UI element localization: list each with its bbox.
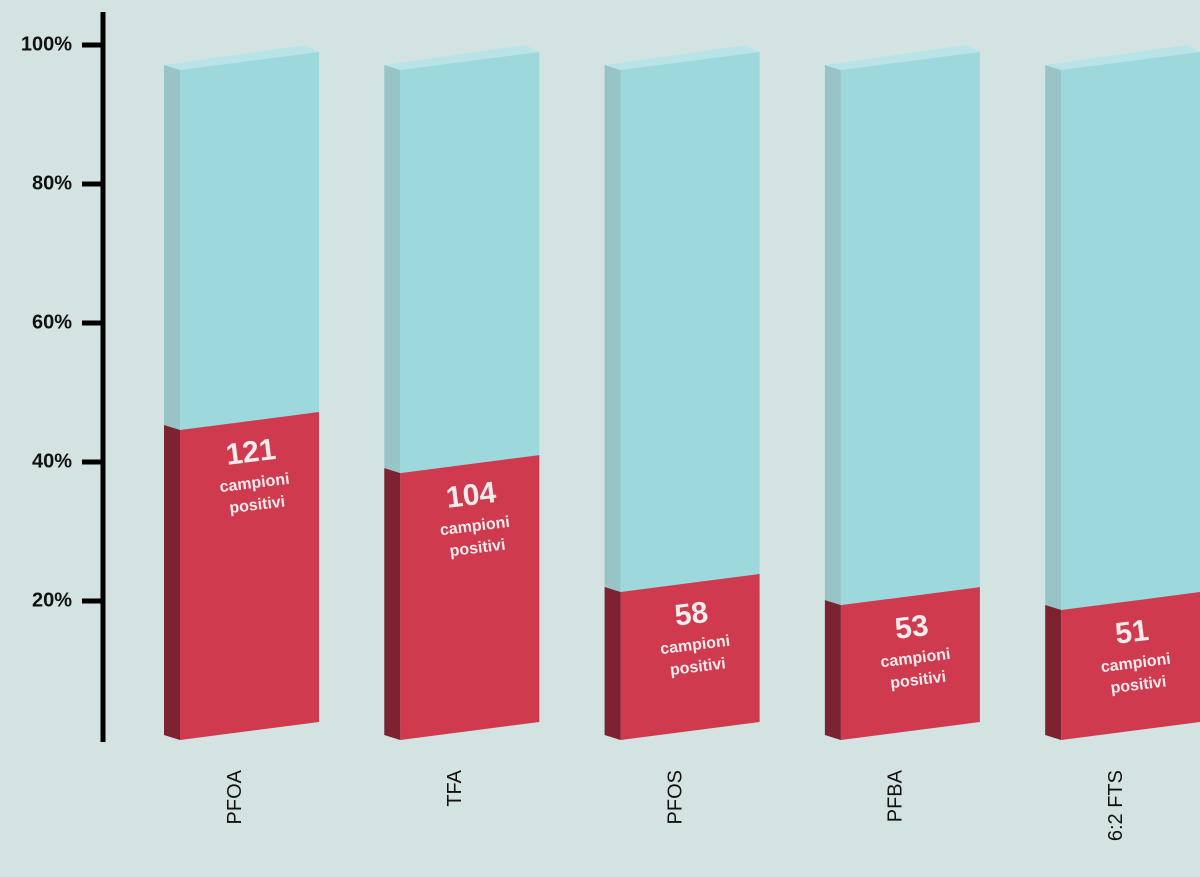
count-text: positivi xyxy=(228,493,286,517)
count-label: 121 xyxy=(224,433,278,472)
column-front xyxy=(840,52,980,740)
count-label: 58 xyxy=(673,596,710,633)
y-tick-label: 60% xyxy=(32,311,72,333)
bar-front xyxy=(1061,592,1200,740)
x-tick-label: TFA xyxy=(444,769,466,806)
x-tick-label: PFOS xyxy=(664,770,686,824)
count-label: 53 xyxy=(893,609,930,646)
column-side xyxy=(824,65,841,740)
bar-side xyxy=(1045,605,1062,740)
bar-front xyxy=(400,455,540,740)
bar-side xyxy=(604,586,621,740)
count-text: positivi xyxy=(889,669,947,693)
count-text: positivi xyxy=(1110,673,1168,697)
count-label: 104 xyxy=(444,476,498,515)
bar-front xyxy=(620,573,760,740)
bar xyxy=(384,455,540,740)
bar xyxy=(824,587,980,740)
count-text: positivi xyxy=(669,655,727,679)
column-top xyxy=(384,45,540,70)
column-top xyxy=(604,45,760,70)
count-label: 51 xyxy=(1113,614,1150,651)
column-side xyxy=(604,65,621,740)
column-front xyxy=(1061,52,1200,740)
bar-side xyxy=(824,600,841,740)
x-tick-label: PFBA xyxy=(885,769,907,822)
bar-side xyxy=(384,468,401,740)
y-tick-label: 20% xyxy=(32,589,72,611)
y-tick-label: 80% xyxy=(32,172,72,194)
column-top xyxy=(164,45,319,70)
column-side xyxy=(1045,65,1062,740)
bar-side xyxy=(164,425,180,740)
x-tick-label: 6:2 FTS xyxy=(1105,770,1127,841)
bar-front xyxy=(840,587,980,740)
bar xyxy=(164,412,319,740)
count-text: positivi xyxy=(449,537,507,561)
bar xyxy=(1045,592,1200,740)
column-front xyxy=(620,52,760,740)
y-tick-label: 100% xyxy=(21,33,72,55)
y-tick-label: 40% xyxy=(32,450,72,472)
column-top xyxy=(824,45,980,70)
x-tick-label: PFOA xyxy=(224,769,246,824)
bar-front xyxy=(180,412,319,740)
bar xyxy=(604,573,760,740)
column-top xyxy=(1045,45,1200,70)
